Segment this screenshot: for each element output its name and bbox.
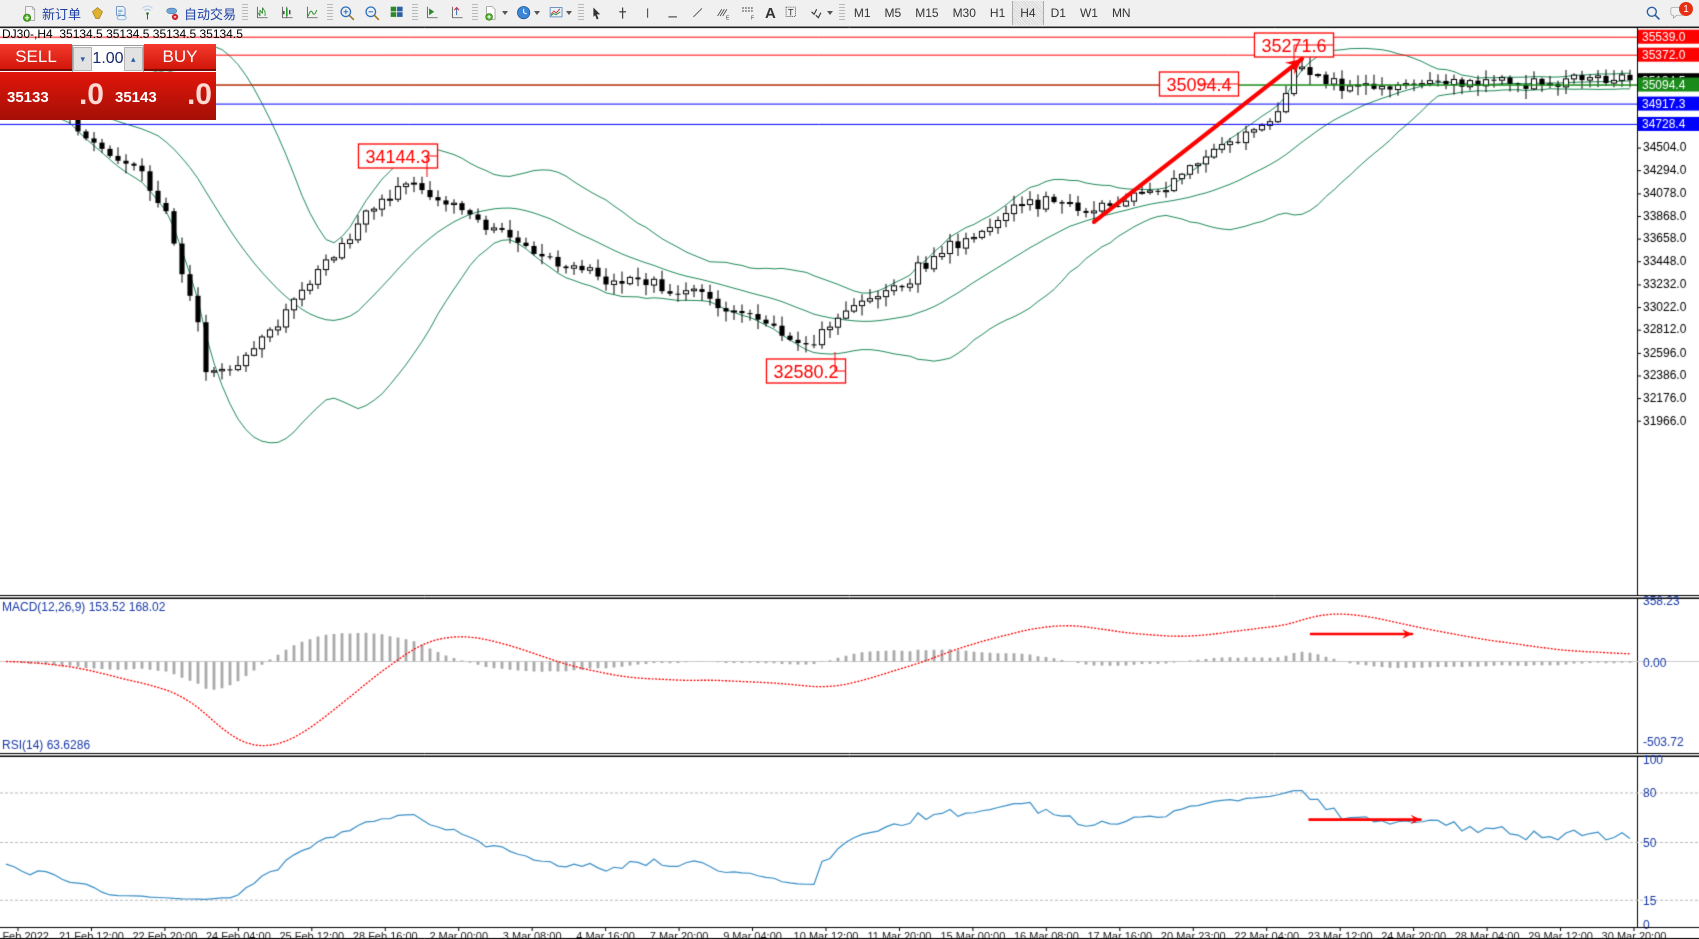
- svg-text:F: F: [751, 15, 754, 21]
- svg-text:T: T: [788, 7, 794, 17]
- svg-text:E: E: [726, 15, 730, 21]
